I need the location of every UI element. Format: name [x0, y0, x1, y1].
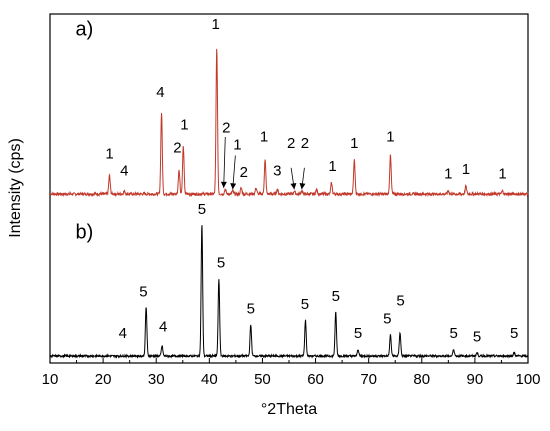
x-tick-label: 10 — [42, 371, 59, 388]
x-tick-label: 80 — [413, 371, 430, 388]
annotation-arrow-head — [290, 183, 297, 190]
peak-label: 2 — [222, 119, 230, 136]
peak-label: 1 — [212, 16, 220, 33]
peak-label: 5 — [510, 325, 518, 342]
peak-label: 1 — [350, 135, 358, 152]
peak-label: 2 — [301, 135, 309, 152]
peak-label: 1 — [462, 161, 470, 178]
x-tick-label: 100 — [515, 371, 540, 388]
peak-label: 5 — [449, 325, 457, 342]
series-line-a — [49, 48, 529, 198]
x-axis-title: °2Theta — [261, 401, 317, 418]
peak-label: 1 — [444, 166, 452, 183]
annotation-arrow-head — [230, 183, 237, 190]
peak-label: 5 — [354, 325, 362, 342]
x-tick-label: 70 — [360, 371, 377, 388]
plot-frame — [49, 13, 529, 364]
y-axis-title: Intensity (cps) — [7, 138, 24, 238]
annotation-arrow-line — [223, 137, 226, 188]
peak-label: 1 — [328, 158, 336, 175]
annotation-arrow-head — [299, 183, 306, 190]
peak-label: 4 — [156, 84, 164, 101]
peak-label: 5 — [383, 311, 391, 328]
peak-label: 3 — [273, 163, 281, 180]
x-tick-label: 30 — [148, 371, 165, 388]
peak-label: 2 — [240, 164, 248, 181]
x-tick-label: 90 — [467, 371, 484, 388]
peak-label: 1 — [180, 116, 188, 133]
panel-label-b: b) — [75, 221, 93, 243]
peak-label: 5 — [198, 201, 206, 218]
panel-label-a: a) — [75, 18, 93, 40]
peak-label: 1 — [386, 129, 394, 146]
peak-label: 5 — [301, 296, 309, 313]
peak-label: 5 — [396, 293, 404, 310]
peak-label: 1 — [260, 129, 268, 146]
peak-label: 2 — [287, 135, 295, 152]
annotation-arrow-head — [220, 181, 227, 188]
peak-label: 2 — [173, 139, 181, 156]
x-tick-label: 20 — [95, 371, 112, 388]
x-axis: 10 20 30 40 50 60 70 80 90 100 — [42, 358, 541, 388]
peak-label: 1 — [105, 146, 113, 163]
peak-label: 4 — [119, 325, 127, 342]
peak-label: 1 — [233, 136, 241, 153]
peak-label: 4 — [120, 163, 128, 180]
peak-label: 4 — [159, 318, 167, 335]
x-tick-label: 50 — [254, 371, 271, 388]
peak-label: 5 — [217, 255, 225, 272]
series-layer — [49, 48, 529, 359]
peak-label: 5 — [473, 328, 481, 345]
peak-label: 5 — [332, 288, 340, 305]
series-line-b — [49, 225, 529, 359]
x-tick-label: 60 — [307, 371, 324, 388]
peak-label: 5 — [247, 300, 255, 317]
x-tick-label: 40 — [201, 371, 218, 388]
peak-label: 1 — [498, 166, 506, 183]
peak-label: 5 — [139, 284, 147, 301]
